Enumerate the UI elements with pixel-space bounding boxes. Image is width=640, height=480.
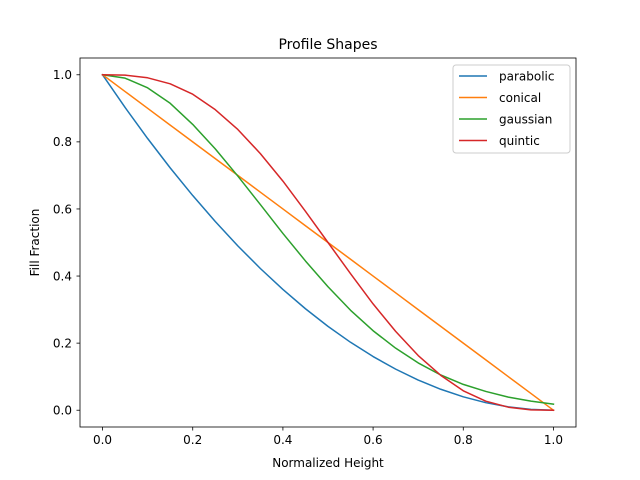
x-tick-label: 0.6 xyxy=(364,433,383,447)
y-axis: 0.0 0.2 0.4 0.6 0.8 1.0 xyxy=(53,68,80,418)
series-line-parabolic xyxy=(101,73,555,412)
y-tick-label: 0.6 xyxy=(53,202,72,216)
legend-label-gaussian: gaussian xyxy=(499,112,552,126)
legend-label-conical: conical xyxy=(499,91,541,105)
chart-title: Profile Shapes xyxy=(278,37,377,53)
x-tick-label: 0.2 xyxy=(183,433,202,447)
series-line-gaussian xyxy=(101,73,555,406)
y-tick-label: 0.0 xyxy=(53,404,72,418)
y-tick-label: 0.8 xyxy=(53,135,72,149)
legend-label-parabolic: parabolic xyxy=(499,69,554,83)
legend: parabolic conical gaussian quintic xyxy=(452,64,571,154)
plot-area xyxy=(101,73,555,412)
x-axis-label: Normalized Height xyxy=(272,456,384,470)
y-tick-label: 1.0 xyxy=(53,68,72,82)
y-tick-label: 0.2 xyxy=(53,336,72,350)
x-tick-label: 0.0 xyxy=(93,433,112,447)
x-tick-label: 0.4 xyxy=(273,433,292,447)
legend-label-quintic: quintic xyxy=(499,134,540,148)
x-tick-label: 0.8 xyxy=(454,433,473,447)
legend-box xyxy=(452,64,571,154)
x-tick-label: 1.0 xyxy=(544,433,563,447)
series-line-quintic xyxy=(101,74,555,411)
y-axis-label: Fill Fraction xyxy=(28,209,42,277)
x-axis: 0.0 0.2 0.4 0.6 0.8 1.0 xyxy=(93,427,563,447)
y-tick-label: 0.4 xyxy=(53,269,72,283)
axes-frame xyxy=(79,57,577,428)
